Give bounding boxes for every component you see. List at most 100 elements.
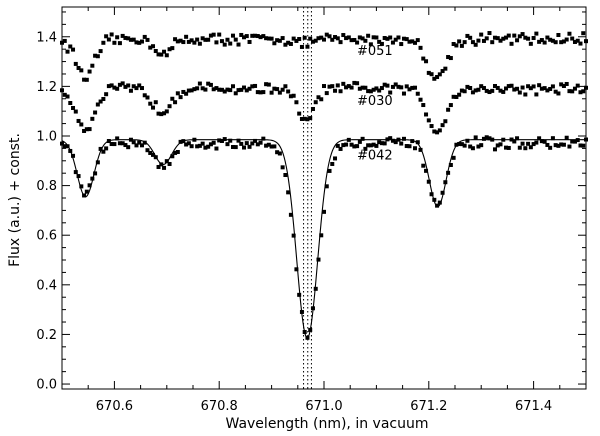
data-point [319, 233, 324, 238]
data-point [548, 86, 553, 91]
data-point [495, 36, 500, 41]
data-point [258, 140, 263, 145]
data-point [128, 37, 133, 42]
y-tick-label: 0.0 [36, 378, 57, 393]
data-point [145, 37, 150, 42]
data-point [523, 146, 528, 151]
data-point [534, 31, 539, 36]
data-point [217, 32, 222, 37]
data-point [79, 68, 84, 73]
data-point [291, 36, 296, 41]
data-point [84, 77, 89, 82]
data-point [479, 32, 484, 37]
data-point [526, 141, 531, 146]
data-point [200, 86, 205, 91]
data-point [498, 38, 503, 43]
data-point [451, 94, 456, 99]
data-point [377, 140, 382, 145]
data-point [167, 104, 172, 109]
data-point [104, 146, 109, 151]
data-point [186, 141, 191, 146]
data-point [454, 43, 459, 48]
data-point [567, 89, 572, 94]
data-point [244, 34, 249, 39]
data-point [465, 84, 470, 89]
data-point [255, 34, 260, 39]
data-point [181, 40, 186, 45]
data-point [407, 87, 412, 92]
data-point [222, 137, 227, 142]
data-point [93, 53, 98, 58]
x-axis-label: Wavelength (nm), in vacuum [226, 416, 429, 432]
data-point [93, 110, 98, 115]
data-point [484, 36, 489, 41]
data-point [492, 35, 497, 40]
data-point [225, 87, 230, 92]
data-point [357, 35, 362, 40]
data-point [305, 44, 310, 49]
data-point [443, 66, 448, 71]
data-point [134, 40, 139, 45]
spectrum-030 [60, 80, 588, 135]
data-point [142, 34, 147, 39]
data-point [415, 140, 420, 145]
data-point [104, 92, 109, 97]
data-point [288, 41, 293, 46]
data-point [283, 173, 288, 177]
data-point [269, 144, 274, 149]
data-point [261, 136, 266, 141]
spectrum-051 [60, 31, 588, 82]
data-point [297, 37, 302, 42]
data-point [426, 179, 431, 184]
data-point [68, 101, 73, 106]
data-point [291, 93, 296, 98]
data-point [126, 145, 131, 150]
data-point [189, 38, 194, 43]
data-point [214, 40, 219, 45]
data-point [84, 189, 89, 194]
data-point [294, 100, 299, 105]
data-point [481, 38, 486, 43]
data-point [280, 36, 285, 41]
data-point [261, 90, 266, 95]
data-point [542, 40, 547, 45]
data-point [123, 143, 128, 148]
data-point [413, 85, 418, 90]
data-point [404, 37, 409, 42]
data-point [175, 149, 180, 154]
data-point [338, 146, 343, 151]
data-point [437, 200, 442, 205]
data-point [509, 41, 514, 46]
data-point [578, 41, 583, 46]
data-point [206, 37, 211, 42]
data-point [399, 141, 404, 146]
data-point [316, 36, 321, 41]
y-tick-label: 1.2 [36, 80, 57, 95]
data-point [261, 34, 266, 39]
data-point [200, 141, 205, 146]
y-tick-label: 0.2 [36, 328, 57, 343]
data-point [211, 87, 216, 92]
data-point [413, 40, 418, 45]
data-point [435, 130, 440, 135]
data-point [448, 103, 453, 108]
data-point [115, 136, 120, 141]
data-point [98, 99, 103, 104]
data-point [148, 45, 153, 50]
data-point [517, 90, 522, 95]
data-point [239, 141, 244, 146]
data-point [371, 142, 376, 147]
data-point [184, 142, 189, 147]
data-point [479, 84, 484, 89]
data-point [374, 143, 379, 148]
data-point [203, 37, 208, 42]
data-point [242, 85, 247, 90]
data-point [195, 144, 200, 149]
data-point [476, 87, 481, 92]
spectrum-labels: #051 #030 #042 [357, 44, 393, 163]
data-point [379, 141, 384, 146]
data-point [228, 138, 233, 143]
data-point [156, 52, 161, 57]
data-point [211, 32, 216, 37]
data-point [564, 135, 569, 140]
